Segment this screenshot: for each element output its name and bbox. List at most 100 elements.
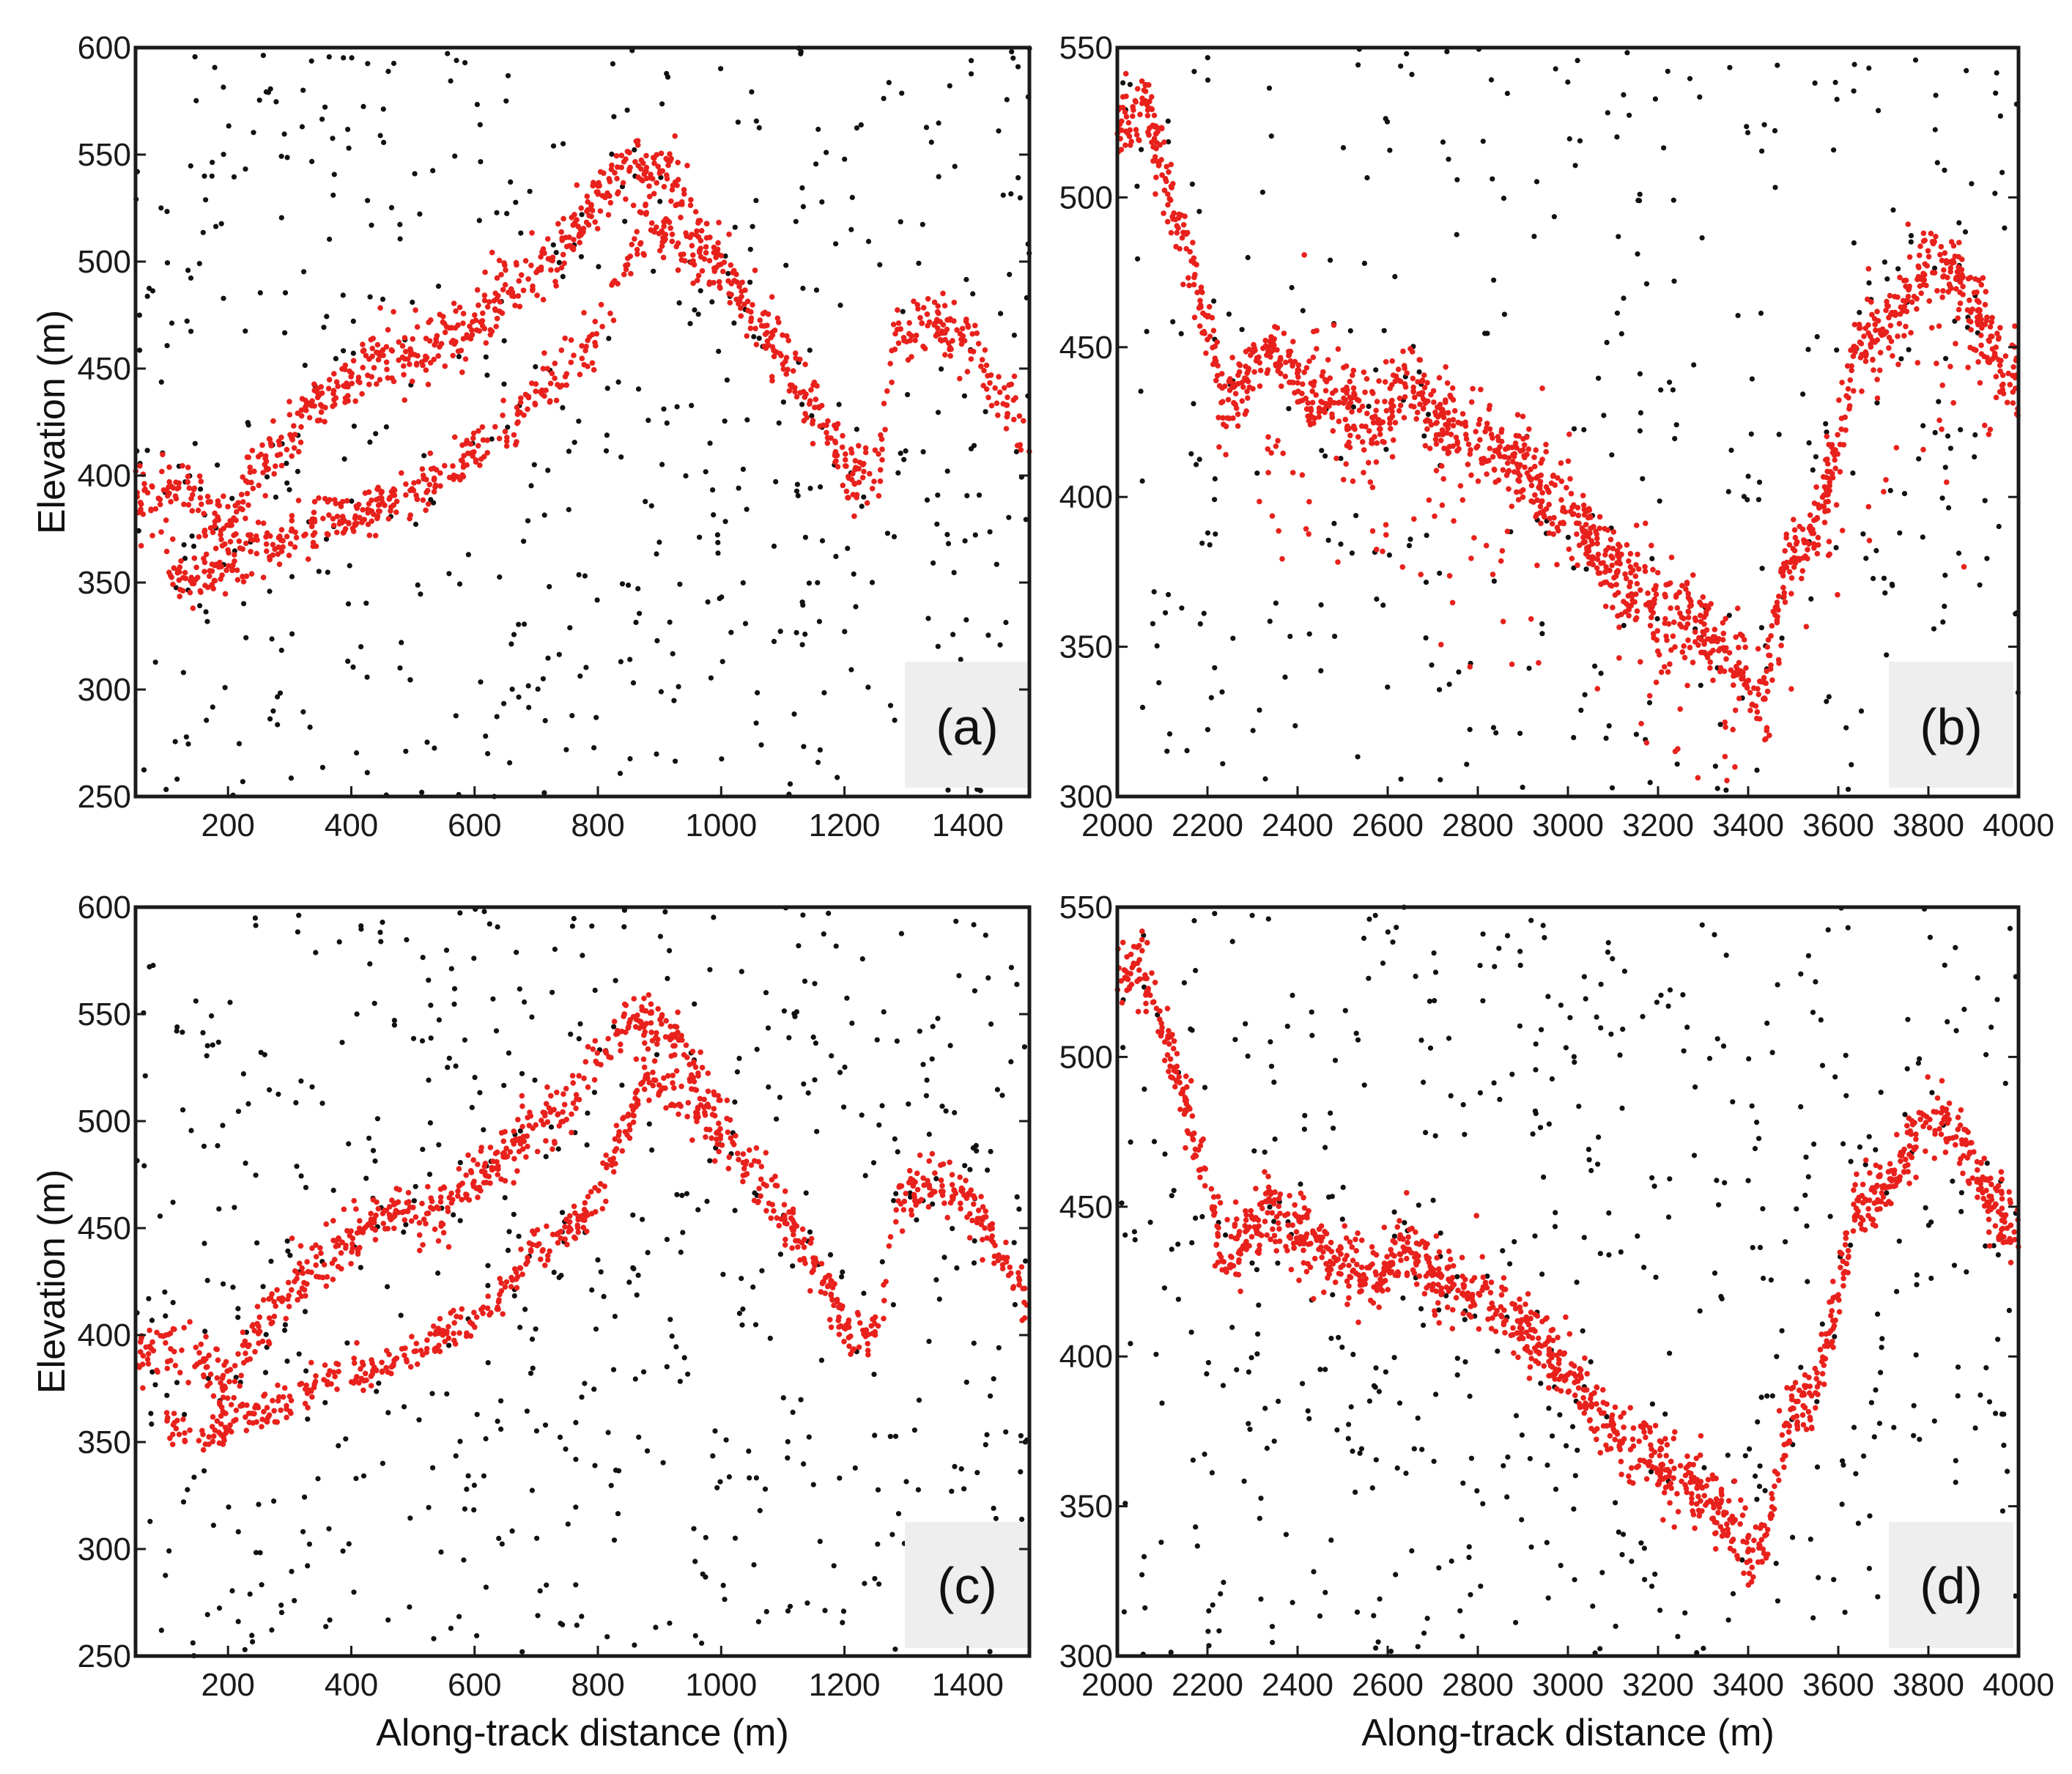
photon-point xyxy=(1651,596,1657,602)
photon-point xyxy=(425,501,432,507)
photon-point xyxy=(1443,364,1448,370)
photon-point xyxy=(871,478,877,484)
photon-point xyxy=(1871,575,1876,582)
photon-point xyxy=(291,423,297,429)
photon-point xyxy=(785,337,791,344)
photon-point xyxy=(1295,367,1302,374)
photon-point xyxy=(1361,447,1367,453)
photon-point xyxy=(1350,478,1356,484)
photon-point xyxy=(215,514,221,520)
photon-point xyxy=(1446,449,1452,456)
photon-point xyxy=(437,470,443,476)
photon-point xyxy=(374,513,381,520)
photon-point xyxy=(266,1315,273,1321)
photon-point xyxy=(287,1252,293,1258)
photon-point xyxy=(1015,64,1021,70)
photon-point xyxy=(620,180,626,186)
photon-point xyxy=(923,1093,929,1098)
photon-point xyxy=(201,1468,207,1474)
photon-point xyxy=(233,517,239,523)
photon-point xyxy=(651,160,657,166)
photon-point xyxy=(262,455,268,462)
photon-point xyxy=(1418,378,1425,385)
photon-point xyxy=(226,123,232,129)
photon-point xyxy=(240,499,246,505)
photon-point xyxy=(340,292,346,298)
photon-point xyxy=(1216,444,1222,450)
photon-point xyxy=(369,518,375,524)
photon-point xyxy=(1551,214,1557,220)
photon-point xyxy=(498,272,504,278)
photon-point xyxy=(1174,229,1180,236)
photon-point xyxy=(442,329,448,336)
photon-point xyxy=(1468,447,1473,453)
photon-point xyxy=(1384,119,1391,125)
photon-point xyxy=(385,1284,391,1290)
photon-point xyxy=(339,514,346,520)
photon-point xyxy=(848,667,854,673)
photon-point xyxy=(924,1077,930,1083)
photon-point xyxy=(1533,179,1540,185)
photon-point xyxy=(1893,445,1900,451)
photon-point xyxy=(282,290,289,296)
photon-point xyxy=(789,1245,795,1251)
photon-point xyxy=(936,174,941,180)
photon-point xyxy=(891,1197,897,1204)
photon-point xyxy=(579,1394,585,1400)
photon-point xyxy=(1627,550,1634,557)
photon-point xyxy=(882,426,888,433)
photon-point xyxy=(277,451,284,457)
photon-point xyxy=(753,198,759,204)
photon-point xyxy=(330,136,336,141)
photon-point xyxy=(1679,649,1686,655)
photon-point xyxy=(215,462,221,468)
photon-point xyxy=(192,53,198,60)
photon-point xyxy=(1681,654,1688,661)
photon-point xyxy=(1672,436,1678,442)
photon-point xyxy=(137,500,144,506)
photon-point xyxy=(499,1541,505,1547)
photon-point xyxy=(826,910,832,916)
y-tick-label: 350 xyxy=(1059,629,1113,665)
x-tick-label: 1200 xyxy=(809,807,881,843)
photon-point xyxy=(1382,399,1388,404)
photon-point xyxy=(1220,761,1226,766)
photon-point xyxy=(218,576,223,582)
photon-point xyxy=(453,1063,459,1069)
photon-point xyxy=(935,643,941,649)
photon-point xyxy=(257,290,263,296)
photon-point xyxy=(936,310,941,317)
photon-point xyxy=(203,551,210,558)
photon-point xyxy=(520,1146,526,1152)
photon-point xyxy=(1138,388,1144,394)
photon-point xyxy=(1300,397,1306,404)
photon-point xyxy=(481,1473,487,1479)
photon-point xyxy=(204,1053,210,1059)
photon-point xyxy=(300,709,306,715)
photon-point xyxy=(193,998,199,1004)
photon-point xyxy=(1318,668,1324,674)
photon-point xyxy=(1699,235,1705,241)
photon-point xyxy=(865,1348,871,1353)
photon-point xyxy=(872,1575,878,1581)
photon-point xyxy=(548,1093,554,1099)
photon-point xyxy=(457,1438,463,1444)
photon-point xyxy=(1433,432,1440,438)
photon-point xyxy=(393,1186,399,1191)
photon-point xyxy=(330,1276,336,1282)
photon-point xyxy=(1154,643,1160,649)
photon-point xyxy=(201,1143,207,1149)
photon-point xyxy=(180,462,185,469)
photon-point xyxy=(163,548,170,555)
photon-point xyxy=(451,473,458,479)
photon-point xyxy=(384,366,390,373)
photon-point xyxy=(930,560,936,566)
photon-point xyxy=(1984,555,1990,561)
photon-point xyxy=(632,236,637,242)
photon-point xyxy=(1352,392,1358,398)
photon-point xyxy=(771,638,777,645)
photon-point xyxy=(806,1434,812,1440)
photon-point xyxy=(189,533,195,539)
photon-point xyxy=(1355,754,1361,760)
photon-point xyxy=(501,338,507,344)
